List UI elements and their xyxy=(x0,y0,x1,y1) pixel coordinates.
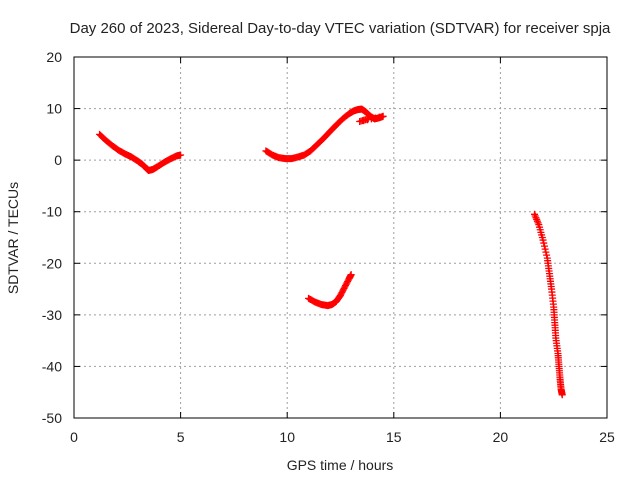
data-point xyxy=(541,245,549,253)
grid-lines xyxy=(74,57,607,418)
x-tick-label: 20 xyxy=(493,429,509,445)
data-point xyxy=(540,242,548,250)
y-tick-label: -10 xyxy=(42,204,62,220)
y-tick-label: -20 xyxy=(42,255,62,271)
y-tick-label: -30 xyxy=(42,307,62,323)
data-point xyxy=(558,391,566,399)
x-axis-label: GPS time / hours xyxy=(287,457,394,473)
data-point xyxy=(347,271,355,279)
data-point xyxy=(177,151,185,159)
y-tick-label: -50 xyxy=(42,410,62,426)
x-tick-label: 10 xyxy=(279,429,295,445)
data-series-3 xyxy=(305,271,355,310)
y-tick-labels: -50 -40 -30 -20 -10 0 10 20 xyxy=(42,49,62,426)
x-tick-label: 0 xyxy=(70,429,78,445)
data-series-2 xyxy=(262,105,387,163)
data-point xyxy=(543,251,551,259)
data-point xyxy=(379,112,387,120)
data-point xyxy=(539,236,547,244)
y-axis-label: SDTVAR / TECUs xyxy=(5,182,21,294)
x-tick-labels: 0 5 10 15 20 25 xyxy=(70,429,615,445)
data-series-1 xyxy=(96,130,185,174)
data-point xyxy=(364,115,372,123)
y-tick-label: 20 xyxy=(46,49,62,65)
axis-ticks xyxy=(73,56,608,419)
y-tick-label: -40 xyxy=(42,358,62,374)
data-point xyxy=(540,239,548,247)
y-tick-label: 10 xyxy=(46,101,62,117)
data-series-4 xyxy=(531,210,566,399)
x-tick-label: 15 xyxy=(386,429,402,445)
x-tick-label: 5 xyxy=(177,429,185,445)
x-tick-label: 25 xyxy=(599,429,615,445)
data-point xyxy=(542,248,550,256)
plot-area-frame xyxy=(73,56,608,419)
data-series xyxy=(96,105,566,399)
y-tick-label: 0 xyxy=(54,152,62,168)
data-point xyxy=(375,113,383,121)
data-point xyxy=(371,114,379,122)
chart-title: Day 260 of 2023, Sidereal Day-to-day VTE… xyxy=(70,20,611,37)
